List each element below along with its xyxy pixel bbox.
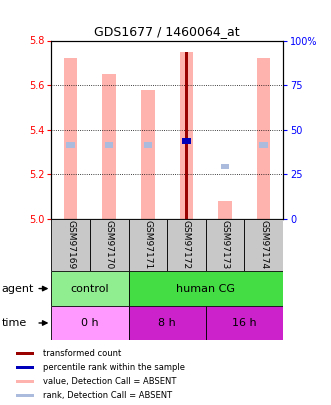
Text: value, Detection Call = ABSENT: value, Detection Call = ABSENT: [43, 377, 177, 386]
Bar: [16, 366, 34, 369]
Bar: [184, 52, 188, 219]
Text: time: time: [2, 318, 27, 328]
Bar: [180, 52, 193, 219]
Bar: [16, 380, 34, 383]
Bar: [128, 271, 283, 306]
Bar: [105, 143, 114, 148]
Bar: [218, 201, 232, 219]
Text: GSM97173: GSM97173: [220, 220, 230, 270]
Bar: [141, 90, 155, 219]
Text: percentile rank within the sample: percentile rank within the sample: [43, 363, 185, 372]
Bar: [128, 306, 206, 340]
Bar: [16, 352, 34, 355]
Bar: [257, 58, 270, 219]
Text: GSM97171: GSM97171: [143, 220, 152, 270]
Bar: [244, 219, 283, 271]
Text: GSM97169: GSM97169: [66, 220, 75, 270]
Bar: [103, 74, 116, 219]
Bar: [66, 143, 75, 148]
Text: rank, Detection Call = ABSENT: rank, Detection Call = ABSENT: [43, 391, 172, 400]
Text: human CG: human CG: [176, 284, 235, 294]
Bar: [206, 306, 283, 340]
Text: 16 h: 16 h: [232, 318, 257, 328]
Bar: [51, 306, 128, 340]
Bar: [206, 219, 244, 271]
Title: GDS1677 / 1460064_at: GDS1677 / 1460064_at: [94, 25, 240, 38]
Bar: [51, 271, 128, 306]
Bar: [260, 143, 268, 148]
Bar: [90, 219, 128, 271]
Text: control: control: [71, 284, 109, 294]
Bar: [182, 138, 191, 143]
Text: 8 h: 8 h: [158, 318, 176, 328]
Bar: [64, 58, 77, 219]
Text: transformed count: transformed count: [43, 349, 122, 358]
Bar: [51, 219, 90, 271]
Text: GSM97174: GSM97174: [259, 220, 268, 270]
Text: 0 h: 0 h: [81, 318, 99, 328]
Text: agent: agent: [2, 284, 34, 294]
Text: GSM97170: GSM97170: [105, 220, 114, 270]
Bar: [128, 219, 167, 271]
Bar: [144, 143, 152, 148]
Text: GSM97172: GSM97172: [182, 220, 191, 270]
Bar: [221, 164, 229, 169]
Bar: [16, 394, 34, 397]
Bar: [167, 219, 206, 271]
